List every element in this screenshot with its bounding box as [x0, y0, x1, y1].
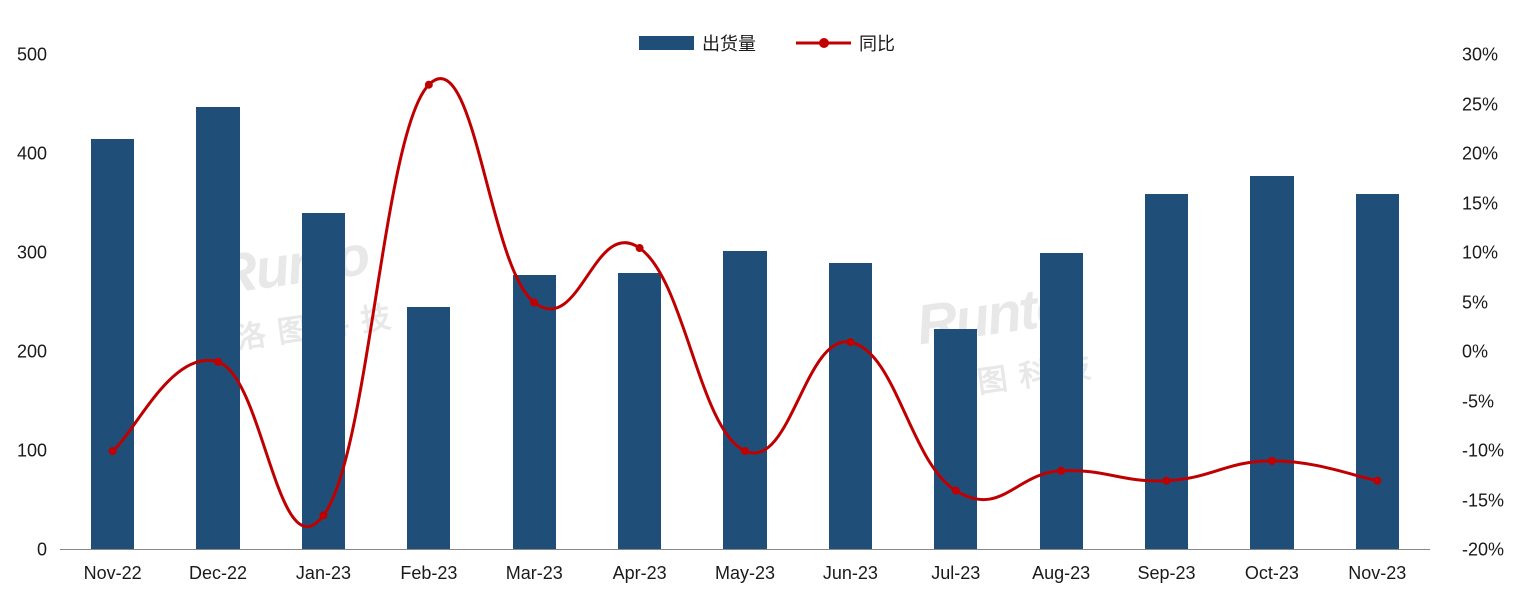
y1-tick-label: 100 — [0, 441, 47, 462]
line-marker — [1163, 477, 1171, 485]
y2-tick-label: 20% — [1462, 144, 1522, 165]
y2-tick-label: -15% — [1462, 490, 1522, 511]
y1-axis: 0100200300400500 — [0, 55, 55, 555]
line-marker — [425, 81, 433, 89]
y1-tick-label: 500 — [0, 45, 47, 66]
y2-tick-label: 5% — [1462, 292, 1522, 313]
y2-tick-label: 0% — [1462, 342, 1522, 363]
legend-item-line: 同比 — [796, 30, 895, 56]
line-marker — [846, 338, 854, 346]
x-tick-label: Aug-23 — [1032, 563, 1090, 584]
x-tick-label: Sep-23 — [1138, 563, 1196, 584]
line-marker — [1268, 457, 1276, 465]
line-marker — [1373, 477, 1381, 485]
x-axis: Nov-22 Dec-22 Jan-23 Feb-23 Mar-23 Apr-23 May-… — [60, 555, 1430, 595]
line-path — [113, 79, 1378, 527]
x-tick-label: Jul-23 — [931, 563, 980, 584]
line-marker — [109, 447, 117, 455]
line-marker — [952, 487, 960, 495]
y2-tick-label: -10% — [1462, 441, 1522, 462]
line-series — [60, 55, 1430, 550]
y2-axis: -20%-15%-10%-5%0%5%10%15%20%25%30% — [1454, 55, 1534, 555]
y2-tick-label: 10% — [1462, 243, 1522, 264]
x-tick-label: Feb-23 — [400, 563, 457, 584]
y2-tick-label: 30% — [1462, 45, 1522, 66]
legend-bar-label: 出货量 — [702, 30, 756, 56]
x-tick-label: Dec-22 — [189, 563, 247, 584]
y2-tick-label: 25% — [1462, 94, 1522, 115]
line-marker — [1057, 467, 1065, 475]
line-marker — [636, 244, 644, 252]
plot-area: Runto洛图科技Runto洛图科技 — [60, 55, 1430, 550]
x-tick-label: Nov-23 — [1348, 563, 1406, 584]
y1-tick-label: 200 — [0, 342, 47, 363]
line-marker — [214, 358, 222, 366]
y1-tick-label: 400 — [0, 144, 47, 165]
legend-line-label: 同比 — [859, 30, 895, 56]
line-marker — [741, 447, 749, 455]
y1-tick-label: 0 — [0, 540, 47, 561]
y1-tick-label: 300 — [0, 243, 47, 264]
x-tick-label: Jan-23 — [296, 563, 351, 584]
line-marker — [319, 511, 327, 519]
x-tick-label: May-23 — [715, 563, 775, 584]
chart-container: 出货量 同比 0 100 200 300 400 500 -20% -15% -10% -5% 0… — [0, 0, 1534, 610]
legend-line-swatch — [796, 36, 851, 50]
x-tick-label: Oct-23 — [1245, 563, 1299, 584]
legend-bar-swatch — [639, 36, 694, 50]
x-tick-label: Nov-22 — [84, 563, 142, 584]
legend-item-bars: 出货量 — [639, 30, 756, 56]
y2-tick-label: -20% — [1462, 540, 1522, 561]
x-tick-label: Mar-23 — [506, 563, 563, 584]
x-tick-label: Apr-23 — [613, 563, 667, 584]
chart-legend: 出货量 同比 — [639, 30, 895, 56]
x-tick-label: Jun-23 — [823, 563, 878, 584]
y2-tick-label: -5% — [1462, 391, 1522, 412]
x-axis-baseline — [60, 549, 1430, 550]
y2-tick-label: 15% — [1462, 193, 1522, 214]
line-marker — [530, 299, 538, 307]
